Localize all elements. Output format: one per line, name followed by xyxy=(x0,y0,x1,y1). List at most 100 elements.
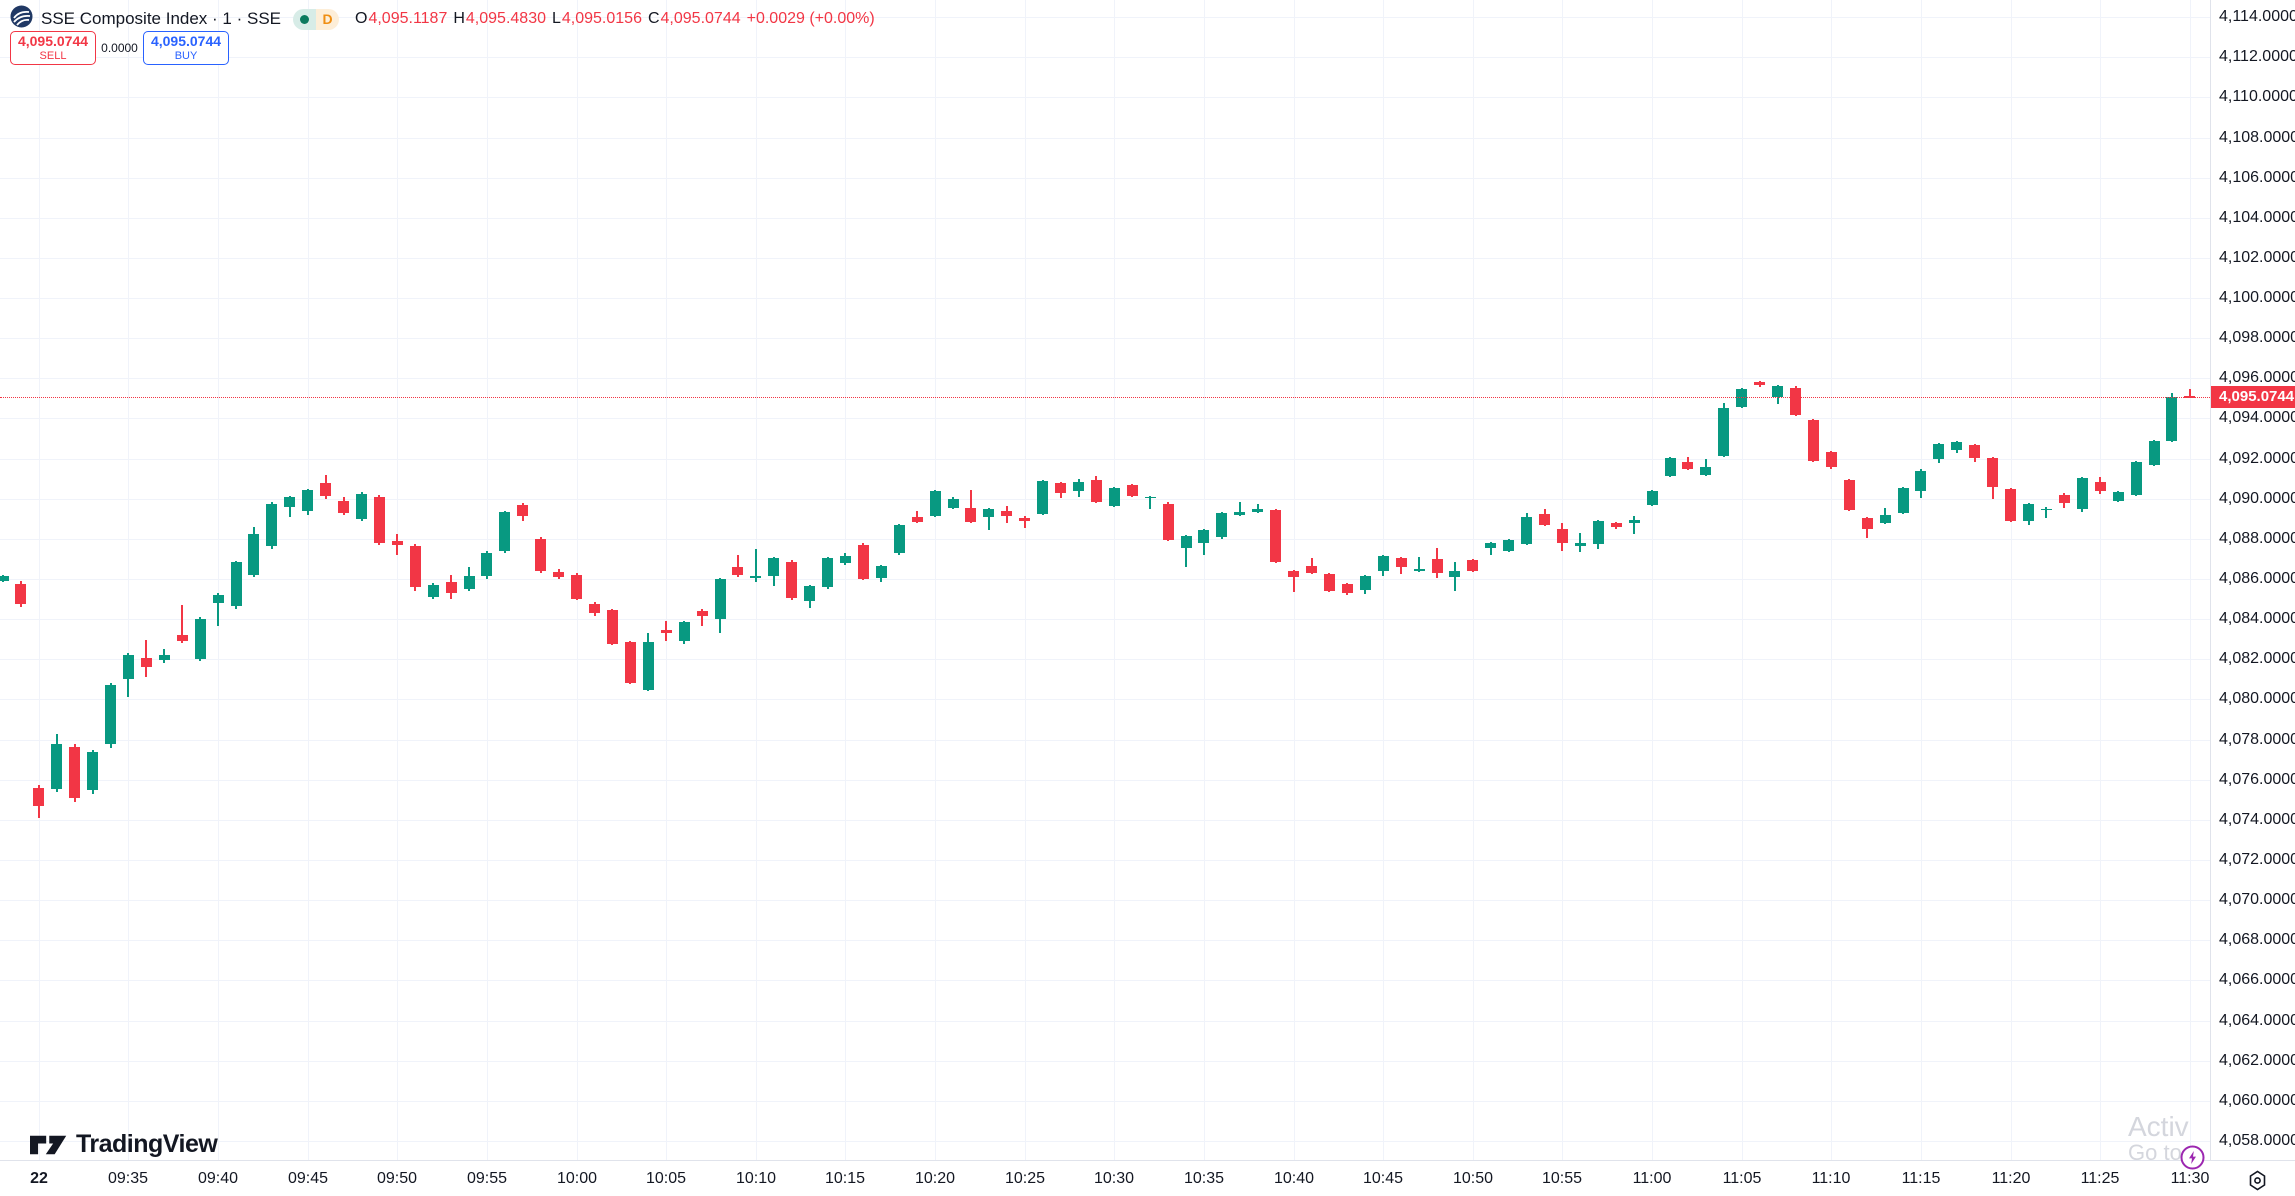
gridline-h xyxy=(0,619,2210,621)
candle-body xyxy=(642,642,654,691)
candle-body xyxy=(1073,481,1084,491)
time-tick-label: 10:15 xyxy=(824,1170,866,1187)
candle-body xyxy=(929,490,941,516)
gridline-v xyxy=(2190,0,2191,1160)
sell-button[interactable]: 4,095.0744 SELL xyxy=(10,31,96,65)
candle-body xyxy=(624,642,636,684)
time-tick-label: 10:10 xyxy=(735,1170,777,1187)
price-tick-label: 4,110.0000 xyxy=(2219,88,2295,106)
candle-body xyxy=(481,552,493,577)
candle-wick xyxy=(1633,515,1636,534)
candle-body xyxy=(122,655,134,680)
candle-body xyxy=(1521,516,1533,544)
gridline-h xyxy=(0,177,2210,179)
quick-trade-bolt-icon[interactable] xyxy=(2180,1145,2205,1170)
candle-body xyxy=(445,582,457,594)
candle-body xyxy=(804,586,816,602)
candle-wick xyxy=(1310,557,1313,574)
price-tick-label: 4,080.0000 xyxy=(2219,690,2295,708)
gridline-h xyxy=(0,900,2210,902)
tradingview-mark-icon xyxy=(30,1135,67,1154)
time-tick-label: 09:35 xyxy=(107,1170,149,1187)
candle-body xyxy=(1037,480,1049,514)
gridline-h xyxy=(0,819,2210,821)
candle-body xyxy=(1431,558,1443,574)
price-tick-label: 4,078.0000 xyxy=(2219,730,2295,748)
time-tick-label: 10:55 xyxy=(1541,1170,1583,1187)
candle-wick xyxy=(2188,388,2191,399)
time-tick-label: 10:00 xyxy=(556,1170,598,1187)
candle-body xyxy=(1825,451,1837,467)
candle-body xyxy=(732,566,744,575)
candle-body xyxy=(1682,461,1694,469)
price-tick-label: 4,058.0000 xyxy=(2219,1132,2295,1149)
time-tick-label: 11:10 xyxy=(1811,1170,1851,1187)
price-tick-label: 4,100.0000 xyxy=(2219,289,2295,307)
candle-body xyxy=(140,658,152,668)
gridline-h xyxy=(0,217,2210,219)
candle-body xyxy=(33,787,45,806)
gridline-v xyxy=(1652,0,1653,1160)
candle-body xyxy=(857,544,869,580)
candle-body xyxy=(1377,555,1389,571)
candle-body xyxy=(1216,512,1228,537)
candle-wick xyxy=(181,605,184,644)
gridline-v xyxy=(1473,0,1474,1160)
time-tick-label: 10:25 xyxy=(1004,1170,1046,1187)
candle-body xyxy=(1861,517,1873,529)
candle-body xyxy=(606,610,618,645)
candle-body xyxy=(1843,479,1855,510)
candle-body xyxy=(678,622,690,642)
symbol-legend: SSE Composite Index · 1 · SSE D O 4,095.1… xyxy=(10,5,875,33)
high-label: H xyxy=(453,10,465,27)
gridline-h xyxy=(0,860,2210,862)
gridline-h xyxy=(0,257,2210,259)
buy-price: 4,095.0744 xyxy=(150,33,222,50)
candle-body xyxy=(69,746,81,798)
candle-body xyxy=(338,500,350,513)
gridline-v xyxy=(1562,0,1563,1160)
candle-body xyxy=(1270,509,1282,562)
time-axis[interactable]: 22 09:35 09:40 09:45 09:50 09:55 10:00 10:05 10:… xyxy=(0,1160,2295,1196)
gridline-v xyxy=(1742,0,1743,1160)
time-tick-label: 10:05 xyxy=(645,1170,687,1187)
candle-body xyxy=(553,572,565,578)
candle-body xyxy=(2112,491,2124,501)
candle-wick xyxy=(217,593,220,627)
candle-body xyxy=(212,595,224,604)
candle-body xyxy=(356,493,367,519)
gridline-v xyxy=(397,0,398,1160)
time-tick-label: 10:35 xyxy=(1183,1170,1225,1187)
gridline-h xyxy=(0,17,2210,19)
candle-body xyxy=(768,557,780,577)
symbol-title[interactable]: SSE Composite Index · 1 · SSE xyxy=(41,9,281,28)
price-tick-label: 4,060.0000 xyxy=(2219,1091,2295,1109)
candle-body xyxy=(1395,557,1407,567)
candle-body xyxy=(1790,388,1801,416)
gridline-h xyxy=(0,97,2210,99)
gridline-v xyxy=(1921,0,1922,1160)
chart-pane[interactable]: Activ Go to s xyxy=(0,0,2210,1160)
time-tick-label: 11:25 xyxy=(2080,1170,2120,1187)
candle-body xyxy=(176,635,188,642)
tradingview-logo[interactable]: TradingView xyxy=(30,1130,218,1159)
candle-body xyxy=(2148,440,2160,465)
gridline-v xyxy=(2100,0,2101,1160)
candle-body xyxy=(1664,457,1676,476)
price-tick-label: 4,102.0000 xyxy=(2219,248,2295,266)
candle-body xyxy=(1467,559,1479,571)
gridline-h xyxy=(0,779,2210,781)
buy-button[interactable]: 4,095.0744 BUY xyxy=(143,31,229,65)
candle-body xyxy=(1341,584,1353,594)
candle-body xyxy=(1718,408,1730,456)
candle-body xyxy=(1897,487,1909,513)
price-tick-label: 4,104.0000 xyxy=(2219,208,2295,226)
candle-body xyxy=(1592,520,1604,544)
price-axis[interactable]: 4,114.0000 4,112.0000 4,110.0000 4,108.0000… xyxy=(2210,0,2295,1160)
candle-body xyxy=(1359,576,1371,591)
data-mode-badge[interactable]: D xyxy=(293,8,339,30)
timezone-settings-icon[interactable] xyxy=(2247,1170,2268,1191)
gridline-v xyxy=(308,0,309,1160)
price-tick-label: 4,074.0000 xyxy=(2219,810,2295,828)
candle-body xyxy=(517,504,529,516)
